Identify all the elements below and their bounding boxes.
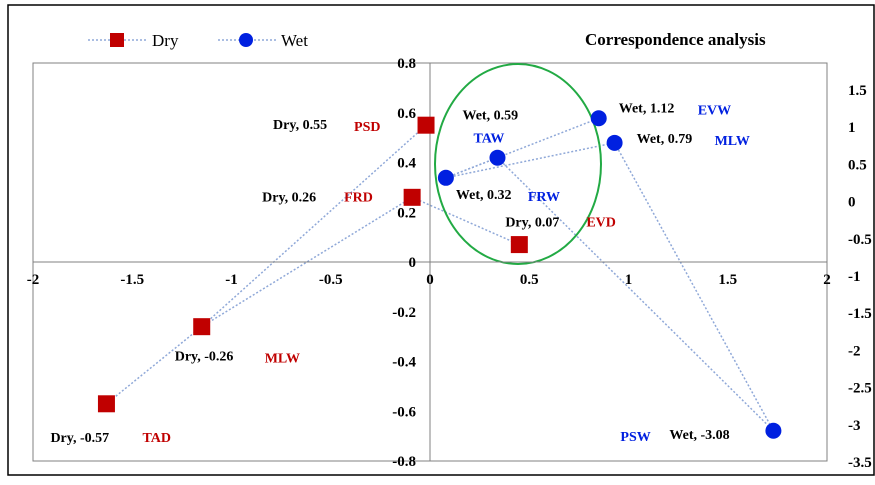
wet-marker: [765, 422, 782, 439]
x-tick-label: 0: [426, 272, 434, 288]
y-right-tick-label: -3.5: [848, 455, 872, 471]
legend-wet-marker: [239, 33, 253, 47]
x-tick-label: 1.5: [718, 272, 737, 288]
dry-marker: [510, 236, 528, 254]
highlight-ellipse: [434, 63, 602, 265]
legend-dry-marker: [110, 33, 124, 47]
y-left-tick-label: 0.8: [397, 56, 416, 72]
dry-marker: [97, 395, 115, 413]
connector-line: [496, 157, 774, 432]
y-right-tick-label: 1.5: [848, 83, 867, 99]
wet-value-label: Wet, 0.59: [462, 109, 518, 124]
x-tick-label: 1: [625, 272, 633, 288]
x-tick-label: -0.5: [319, 272, 343, 288]
y-left-tick-label: 0: [409, 255, 417, 271]
y-right-tick-label: -1.5: [848, 306, 872, 322]
wet-category-label: MLW: [715, 134, 750, 149]
data-point-labels: Dry, 0.55 PSD Dry, 0.26 FRD Dry, 0.07 EVD Dry,…: [50, 101, 749, 446]
legend-dry-label: Dry: [152, 31, 179, 50]
y-right-tick-label: -2.5: [848, 381, 872, 397]
wet-value-label: Wet, 0.79: [637, 132, 693, 147]
wet-value-label: Wet, 0.32: [456, 188, 512, 203]
connector-lines: [105, 117, 775, 432]
y-right-tick-label: -3: [848, 418, 861, 434]
x-tick-label: 2: [823, 272, 831, 288]
chart-border: [7, 4, 875, 476]
y-axis-right-ticks: 1.5 1 0.5 0 -0.5 -1 -1.5 -2 -2.5 -3 -3.5: [848, 83, 872, 471]
dry-category-label: EVD: [586, 216, 616, 231]
y-left-tick-label: 0.6: [397, 106, 416, 122]
y-right-tick-label: 1: [848, 120, 856, 136]
dry-value-label: Dry, 0.26: [262, 190, 316, 205]
dry-value-label: Dry, -0.57: [50, 431, 109, 446]
dry-marker: [417, 116, 435, 134]
wet-marker: [590, 110, 607, 127]
y-right-tick-label: -1: [848, 269, 861, 285]
x-tick-label: 0.5: [520, 272, 539, 288]
wet-marker: [437, 169, 454, 186]
y-right-tick-label: 0.5: [848, 157, 867, 173]
y-right-tick-label: -2: [848, 343, 861, 359]
y-left-tick-label: -0.6: [392, 404, 416, 420]
connector-line: [105, 326, 203, 405]
dry-marker: [403, 188, 421, 206]
connector-line: [201, 196, 413, 328]
dry-marker: [193, 318, 211, 336]
wet-category-label: EVW: [698, 103, 731, 118]
dry-category-label: PSD: [354, 120, 380, 135]
chart-title: Correspondence analysis: [585, 30, 766, 49]
dry-category-label: TAD: [142, 431, 171, 446]
connector-line: [445, 142, 615, 179]
dry-value-label: Dry, 0.55: [273, 118, 327, 133]
data-markers: [97, 110, 782, 439]
dry-value-label: Dry, -0.26: [175, 350, 234, 365]
wet-value-label: Wet, -3.08: [669, 428, 729, 443]
dry-value-label: Dry, 0.07: [505, 216, 559, 231]
y-right-tick-label: 0: [848, 195, 856, 211]
y-left-tick-label: -0.8: [392, 454, 416, 470]
y-left-tick-label: -0.2: [392, 305, 416, 321]
x-axis-ticks: -2 -1.5 -1 -0.5 0 0.5 1 1.5 2: [27, 272, 831, 288]
legend-wet-label: Wet: [281, 31, 308, 50]
dry-category-label: MLW: [265, 352, 300, 367]
legend: Dry Wet: [88, 31, 308, 50]
wet-category-label: TAW: [473, 132, 504, 147]
x-tick-label: -1.5: [120, 272, 144, 288]
wet-marker: [606, 134, 623, 151]
y-axis-left-ticks: 0.8 0.6 0.4 0.2 0 -0.2 -0.4 -0.6 -0.8: [392, 56, 416, 470]
wet-category-label: FRW: [528, 190, 560, 205]
y-left-tick-label: -0.4: [392, 355, 416, 371]
connector-line: [411, 196, 520, 246]
connector-line: [613, 142, 775, 432]
wet-marker: [489, 149, 506, 166]
y-right-tick-label: -0.5: [848, 232, 872, 248]
wet-value-label: Wet, 1.12: [619, 101, 675, 116]
x-tick-label: -2: [27, 272, 40, 288]
y-left-tick-label: 0.2: [397, 205, 416, 221]
connector-line: [445, 117, 599, 179]
dry-category-label: FRD: [344, 190, 373, 205]
y-left-tick-label: 0.4: [397, 156, 416, 172]
x-tick-label: -1: [225, 272, 238, 288]
wet-category-label: PSW: [620, 430, 650, 445]
